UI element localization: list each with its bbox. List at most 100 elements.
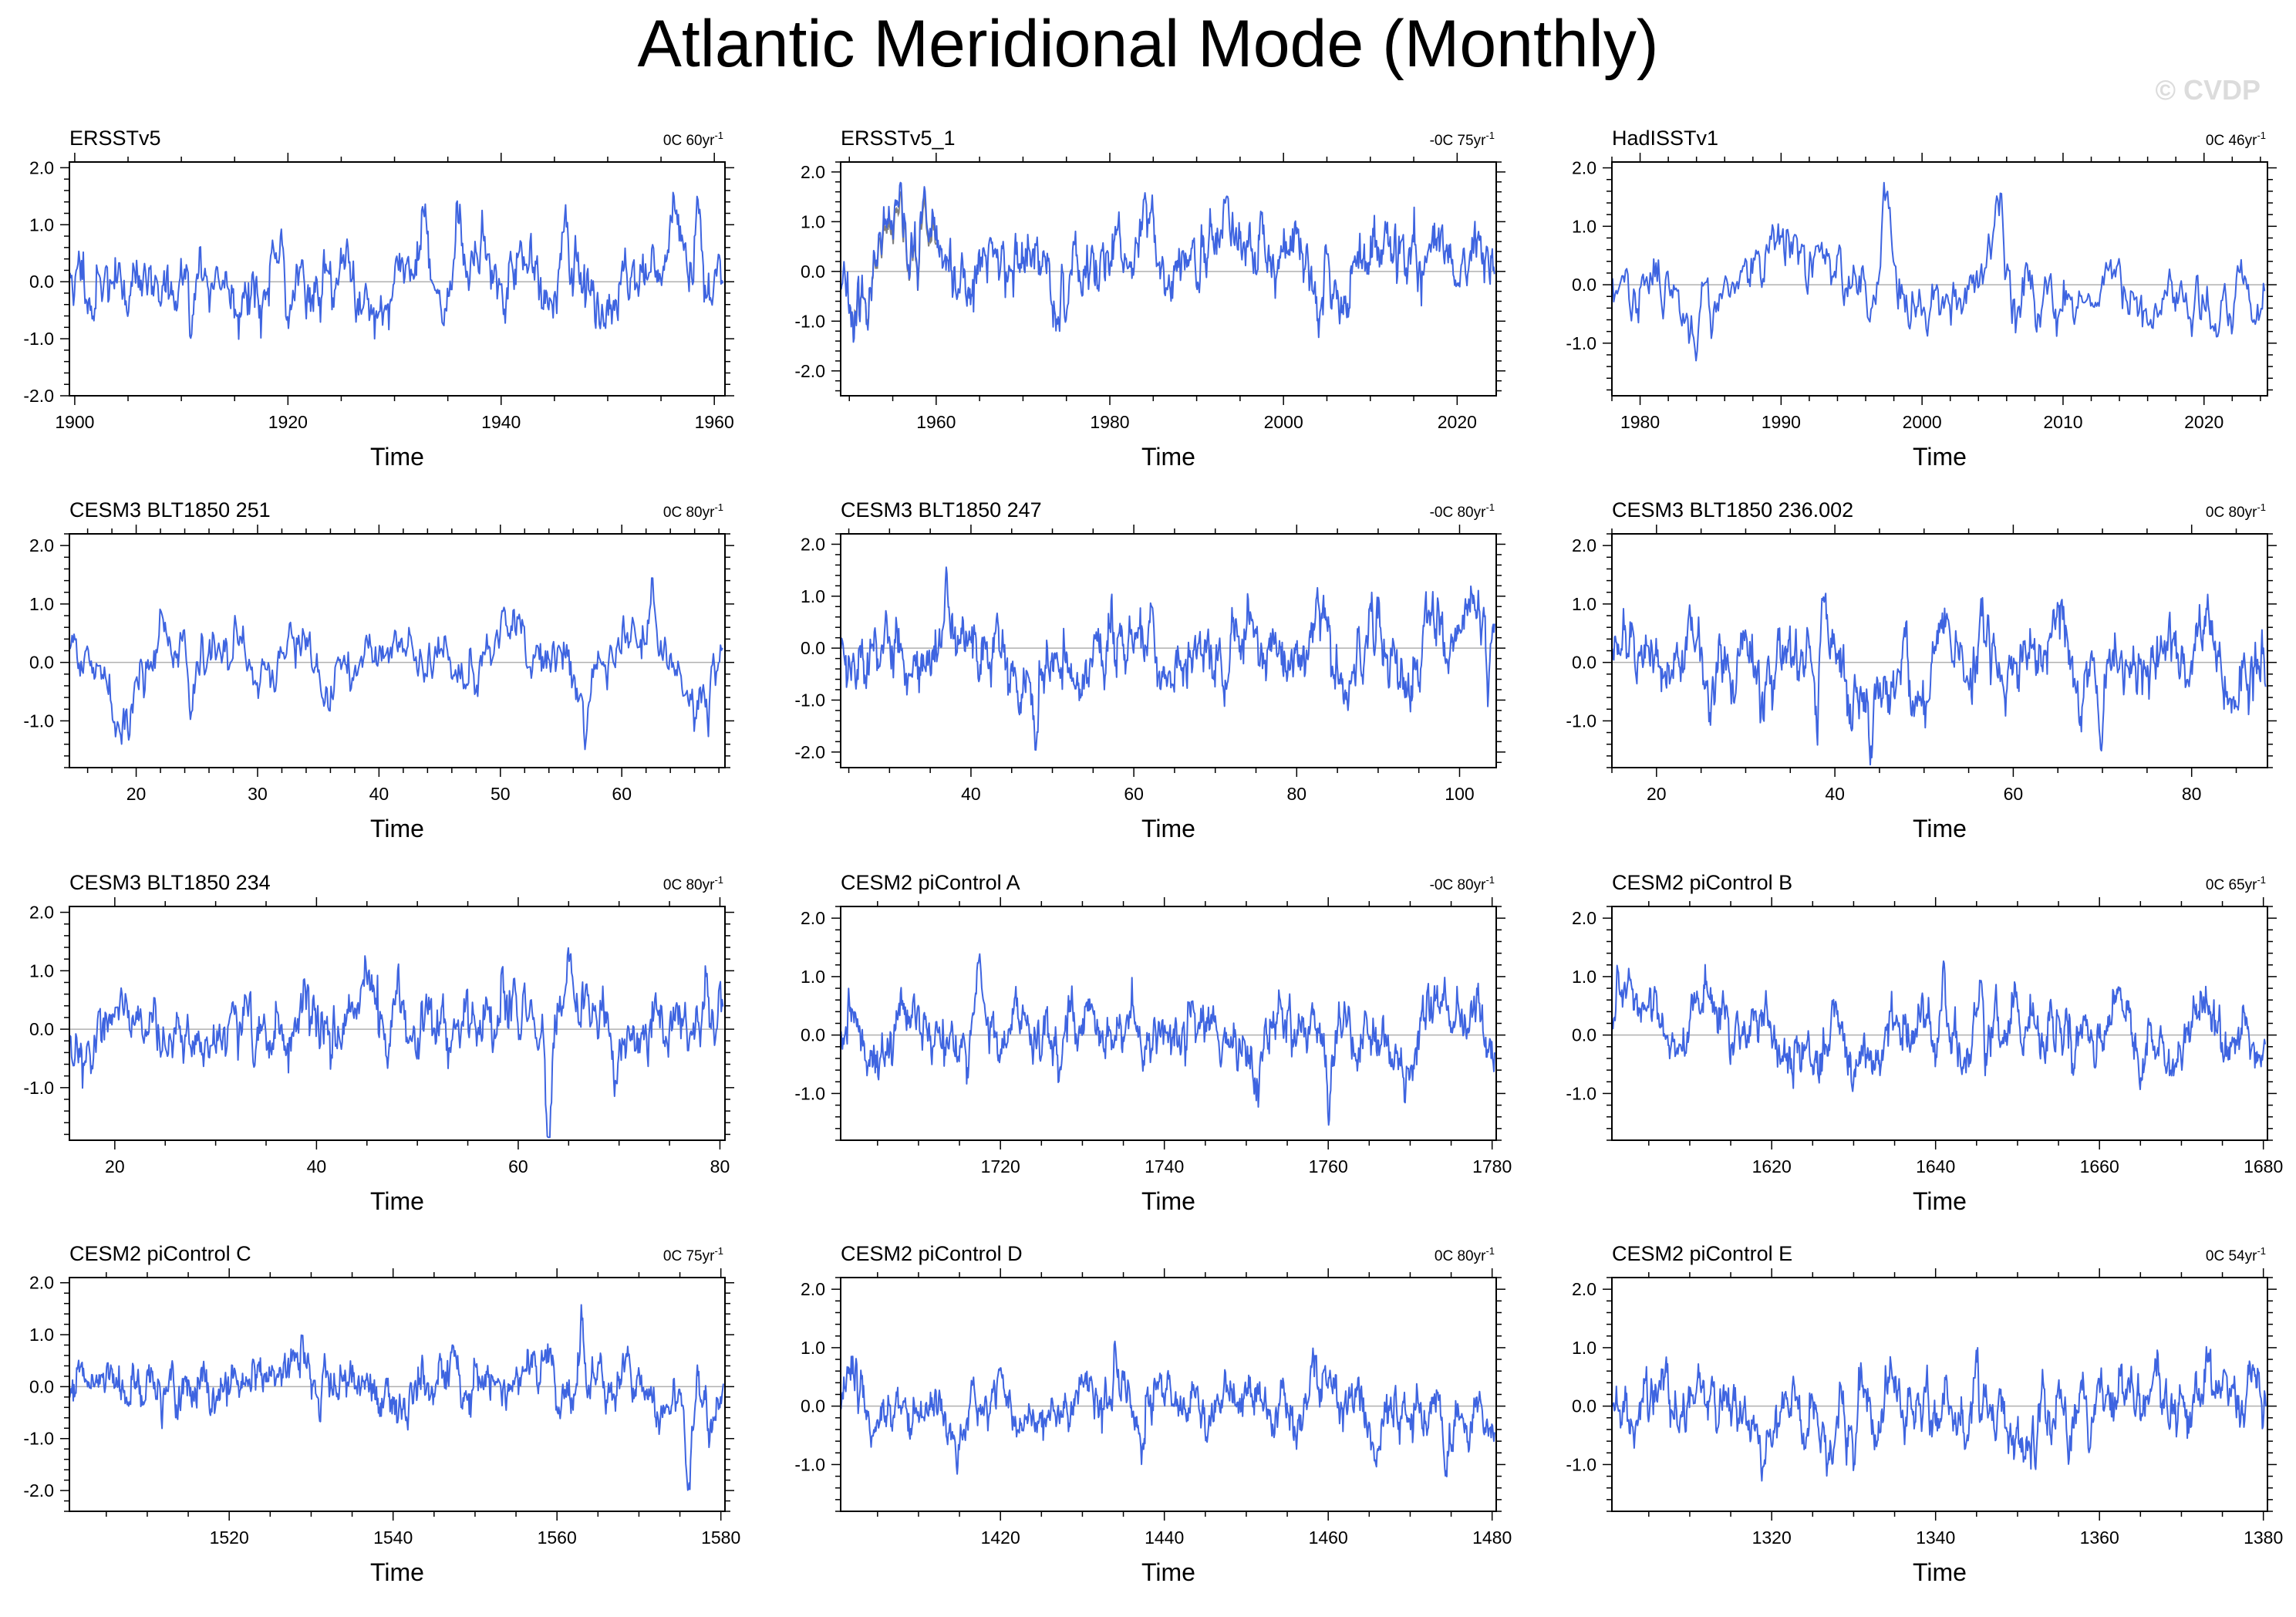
x-tick-label: 1960 bbox=[916, 412, 956, 432]
x-tick-label: 40 bbox=[369, 784, 389, 804]
y-tick-label: 0.0 bbox=[29, 1019, 54, 1039]
x-tick-label: 40 bbox=[307, 1156, 327, 1176]
y-tick-label: 1.0 bbox=[801, 967, 825, 987]
trend-label: 0C 80yr-1 bbox=[2206, 501, 2266, 521]
plot-frame bbox=[1611, 161, 2268, 397]
y-tick-label: 2.0 bbox=[801, 1279, 825, 1299]
panel-title: CESM3 BLT1850 247 bbox=[841, 498, 1042, 522]
amm-series-line bbox=[840, 181, 1495, 343]
x-tick-label: 1920 bbox=[268, 412, 308, 432]
x-tick-label: 1740 bbox=[1145, 1156, 1184, 1176]
y-tick-label: 2.0 bbox=[1572, 908, 1596, 928]
amm-series-line bbox=[69, 191, 724, 340]
secondary-series-line bbox=[848, 191, 937, 339]
x-tick-label: 1480 bbox=[1472, 1528, 1512, 1548]
x-tick-label: 1460 bbox=[1309, 1528, 1348, 1548]
panel-9: CESM2 piControl B 0C 65yr-1 -1.0 0.0 1.0 2.0 1… bbox=[1566, 871, 2283, 1215]
y-tick-label: -1.0 bbox=[1566, 1083, 1596, 1103]
y-tick-label: 0.0 bbox=[1572, 1396, 1596, 1416]
x-axis-label: Time bbox=[370, 443, 424, 471]
y-tick-label: 0.0 bbox=[29, 272, 54, 292]
panel-title: CESM3 BLT1850 251 bbox=[69, 498, 271, 522]
x-tick-label: 1780 bbox=[1472, 1156, 1512, 1176]
y-tick-label: 1.0 bbox=[801, 1338, 825, 1358]
x-tick-label: 1960 bbox=[695, 412, 734, 432]
plot-frame bbox=[840, 161, 1497, 397]
plot-frame bbox=[69, 1277, 726, 1512]
y-tick-label: -1.0 bbox=[23, 329, 54, 349]
x-tick-label: 60 bbox=[2004, 784, 2024, 804]
x-tick-label: 60 bbox=[612, 784, 632, 804]
y-tick-label: 0.0 bbox=[801, 262, 825, 282]
x-tick-label: 1540 bbox=[373, 1528, 413, 1548]
panel-title: CESM2 piControl B bbox=[1612, 871, 1792, 894]
y-tick-label: -2.0 bbox=[794, 742, 825, 762]
trend-label: 0C 80yr-1 bbox=[663, 874, 723, 893]
panel-title: CESM2 piControl E bbox=[1612, 1242, 1792, 1265]
trend-label: 0C 80yr-1 bbox=[663, 501, 723, 521]
panel-2: ERSSTv5_1 -0C 75yr-1 -2.0 -1.0 0.0 1.0 2.0 1960… bbox=[794, 127, 1505, 471]
y-tick-label: 1.0 bbox=[29, 1325, 54, 1345]
x-tick-label: 50 bbox=[491, 784, 511, 804]
y-tick-label: 2.0 bbox=[801, 534, 825, 554]
trend-label: 0C 46yr-1 bbox=[2206, 130, 2266, 149]
y-tick-label: 0.0 bbox=[1572, 1025, 1596, 1045]
y-tick-label: -1.0 bbox=[794, 1454, 825, 1474]
amm-series-line bbox=[1611, 960, 2266, 1092]
plot-frame bbox=[840, 906, 1497, 1141]
amm-series-line bbox=[69, 577, 723, 751]
x-tick-label: 1760 bbox=[1309, 1156, 1348, 1176]
y-tick-label: 0.0 bbox=[1572, 653, 1596, 673]
x-tick-label: 2000 bbox=[1264, 412, 1303, 432]
x-axis-label: Time bbox=[370, 1187, 424, 1215]
x-tick-label: 20 bbox=[105, 1156, 125, 1176]
plot-frame bbox=[69, 161, 726, 397]
y-tick-label: 2.0 bbox=[29, 157, 54, 177]
x-tick-label: 2010 bbox=[2043, 412, 2082, 432]
y-tick-label: 1.0 bbox=[29, 594, 54, 614]
trend-label: 0C 65yr-1 bbox=[2206, 874, 2266, 893]
x-axis-label: Time bbox=[1141, 1187, 1195, 1215]
panel-1: ERSSTv5 0C 60yr-1 -2.0 -1.0 0.0 1.0 2.0 1900 192… bbox=[23, 127, 734, 471]
y-tick-label: 2.0 bbox=[29, 903, 54, 923]
x-tick-label: 1640 bbox=[1916, 1156, 1955, 1176]
x-tick-label: 100 bbox=[1445, 784, 1474, 804]
figure-title: Atlantic Meridional Mode (Monthly) bbox=[637, 7, 1659, 81]
y-tick-label: 0.0 bbox=[801, 638, 825, 658]
x-tick-label: 1980 bbox=[1620, 412, 1660, 432]
amm-series-line bbox=[1611, 181, 2266, 362]
x-axis-label: Time bbox=[1913, 443, 1967, 471]
plot-frame bbox=[69, 906, 726, 1141]
y-tick-label: 0.0 bbox=[29, 653, 54, 673]
x-tick-label: 1940 bbox=[481, 412, 521, 432]
x-tick-label: 80 bbox=[1287, 784, 1307, 804]
amm-series-line bbox=[1612, 1345, 2267, 1482]
x-tick-label: 1320 bbox=[1752, 1528, 1792, 1548]
x-tick-label: 30 bbox=[248, 784, 268, 804]
x-tick-label: 1380 bbox=[2244, 1528, 2283, 1548]
x-tick-label: 80 bbox=[2182, 784, 2202, 804]
panel-3: HadISSTv1 0C 46yr-1 -1.0 0.0 1.0 2.0 1980 1990 2… bbox=[1566, 127, 2277, 471]
trend-label: 0C 75yr-1 bbox=[663, 1245, 723, 1264]
x-tick-label: 2020 bbox=[2184, 412, 2224, 432]
y-tick-label: 1.0 bbox=[1572, 1338, 1596, 1358]
y-tick-label: 1.0 bbox=[1572, 216, 1596, 236]
x-tick-label: 20 bbox=[126, 784, 147, 804]
panel-11: CESM2 piControl D 0C 80yr-1 -1.0 0.0 1.0 2.0 1… bbox=[794, 1242, 1512, 1586]
y-tick-label: 2.0 bbox=[801, 162, 825, 182]
amm-series-line bbox=[69, 1304, 724, 1491]
x-axis-label: Time bbox=[370, 815, 424, 842]
x-tick-label: 80 bbox=[710, 1156, 730, 1176]
y-tick-label: -1.0 bbox=[23, 1078, 54, 1098]
x-tick-label: 1560 bbox=[538, 1528, 577, 1548]
x-tick-label: 60 bbox=[508, 1156, 528, 1176]
x-tick-label: 2000 bbox=[1903, 412, 1942, 432]
panel-title: ERSSTv5_1 bbox=[841, 127, 956, 150]
y-tick-label: 1.0 bbox=[1572, 594, 1596, 614]
y-tick-label: -1.0 bbox=[1566, 711, 1596, 731]
trend-label: -0C 80yr-1 bbox=[1430, 874, 1495, 893]
y-tick-label: -1.0 bbox=[794, 690, 825, 710]
y-tick-label: 0.0 bbox=[1572, 275, 1596, 295]
x-tick-label: 1340 bbox=[1916, 1528, 1955, 1548]
